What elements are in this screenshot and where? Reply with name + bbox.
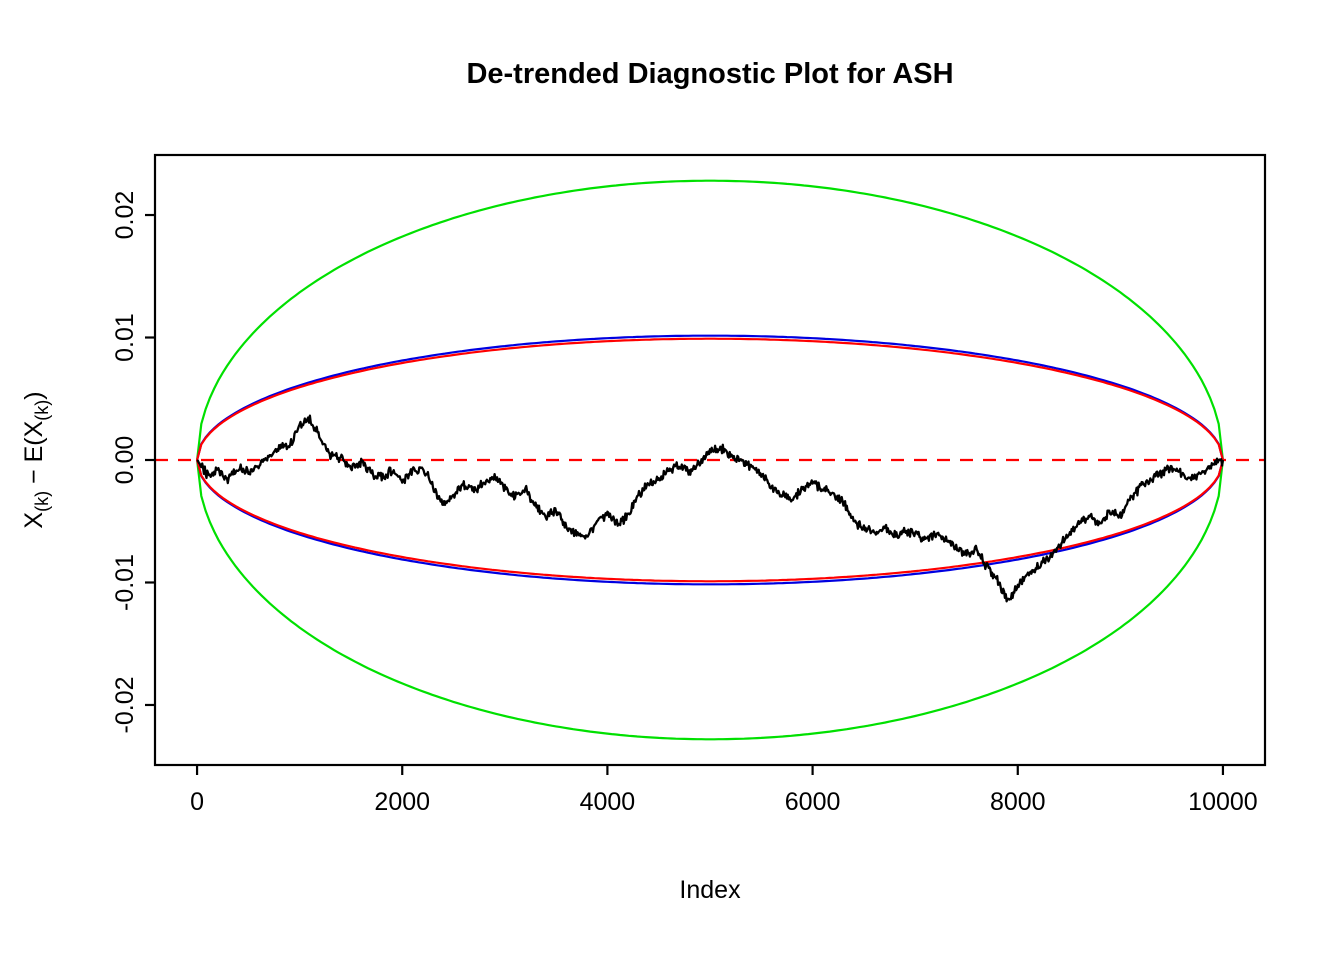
y-tick-label: -0.02 [111,676,139,733]
x-tick-label: 2000 [374,788,430,816]
y-axis-label: X(k) − E(X(k)) [20,391,52,528]
y-tick-label: 0.00 [111,436,139,485]
plot-title: De-trended Diagnostic Plot for ASH [466,58,954,90]
x-tick-label: 0 [190,788,204,816]
x-tick-label: 8000 [990,788,1046,816]
y-tick-label: 0.02 [111,191,139,240]
y-axis-label-text: − E(X [20,420,48,490]
x-tick-label: 6000 [785,788,841,816]
x-axis-label: Index [679,876,741,904]
detrended-order-statistics-line [196,414,1225,603]
y-tick-label: 0.01 [111,313,139,362]
y-axis-label-subscript: (k) [32,491,52,512]
y-axis-label-text: ) [20,391,48,399]
x-tick-label: 4000 [580,788,636,816]
y-axis-label-subscript: (k) [32,400,52,421]
y-axis-label-text: X [20,512,48,529]
x-tick-label: 10000 [1188,788,1258,816]
y-tick-label: -0.01 [111,554,139,611]
